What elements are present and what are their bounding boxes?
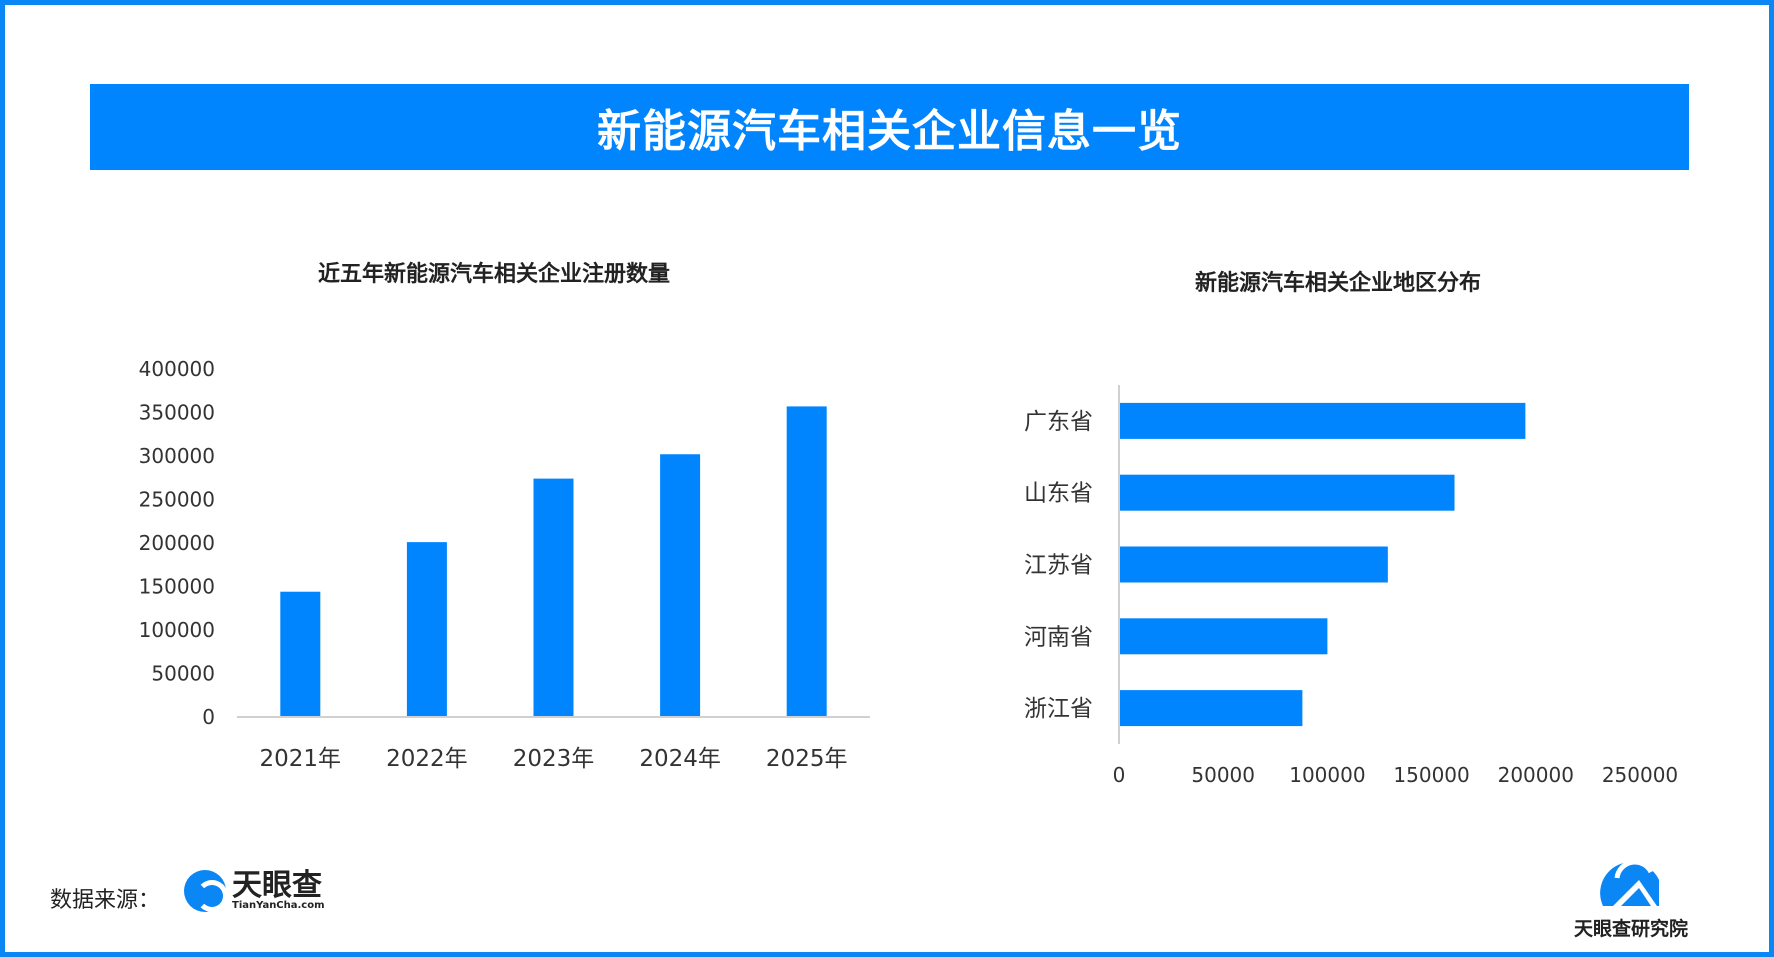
x-tick-label: 100000 <box>1289 763 1365 787</box>
bar-河南省 <box>1119 618 1328 655</box>
y-category-label: 山东省 <box>1024 481 1093 507</box>
x-tick-label: 150000 <box>1393 763 1469 787</box>
y-tick-label: 250000 <box>139 488 215 512</box>
bar-2021年 <box>280 591 321 717</box>
y-tick-label: 50000 <box>151 662 215 686</box>
y-category-label: 江苏省 <box>1024 553 1093 579</box>
tianyancha-logo-icon <box>184 870 228 912</box>
x-tick-label: 2025年 <box>766 746 848 772</box>
y-tick-label: 150000 <box>139 575 215 599</box>
x-tick-label: 2021年 <box>260 746 342 772</box>
source-label: 数据来源： <box>50 888 161 913</box>
bar-2023年 <box>533 478 574 717</box>
y-tick-label: 300000 <box>139 444 215 468</box>
research-institute-logo: 天眼查研究院 <box>1566 850 1696 941</box>
y-tick-label: 100000 <box>139 618 215 642</box>
bar-2022年 <box>406 542 447 717</box>
bar-江苏省 <box>1119 546 1388 583</box>
tianyancha-logo: 天眼查 TianYanCha.com <box>184 870 325 912</box>
x-tick-label: 2023年 <box>513 746 595 772</box>
x-tick-label: 200000 <box>1498 763 1574 787</box>
page-title: 新能源汽车相关企业信息一览 <box>90 84 1689 170</box>
logo-en: TianYanCha.com <box>232 900 325 911</box>
left-chart-title: 近五年新能源汽车相关企业注册数量 <box>317 262 671 287</box>
bar-广东省 <box>1119 402 1526 439</box>
y-category-label: 广东省 <box>1024 409 1093 435</box>
y-tick-label: 0 <box>202 705 215 729</box>
bar-山东省 <box>1119 474 1455 511</box>
bar-浙江省 <box>1119 690 1303 727</box>
y-tick-label: 400000 <box>139 357 215 381</box>
y-tick-label: 350000 <box>139 401 215 425</box>
y-category-label: 浙江省 <box>1024 696 1093 722</box>
y-category-label: 河南省 <box>1024 624 1093 650</box>
logo-cn: 天眼查 <box>232 868 322 903</box>
brand-name: 天眼查研究院 <box>1573 918 1688 940</box>
x-tick-label: 250000 <box>1602 763 1678 787</box>
research-logo-icon <box>1600 859 1659 906</box>
x-tick-label: 0 <box>1113 763 1126 787</box>
right-chart-title: 新能源汽车相关企业地区分布 <box>1194 271 1482 296</box>
x-tick-label: 2024年 <box>639 746 721 772</box>
x-tick-label: 2022年 <box>386 746 468 772</box>
bar-2024年 <box>660 454 701 717</box>
bar-2025年 <box>786 406 827 717</box>
x-tick-label: 50000 <box>1191 763 1255 787</box>
y-tick-label: 200000 <box>139 531 215 555</box>
